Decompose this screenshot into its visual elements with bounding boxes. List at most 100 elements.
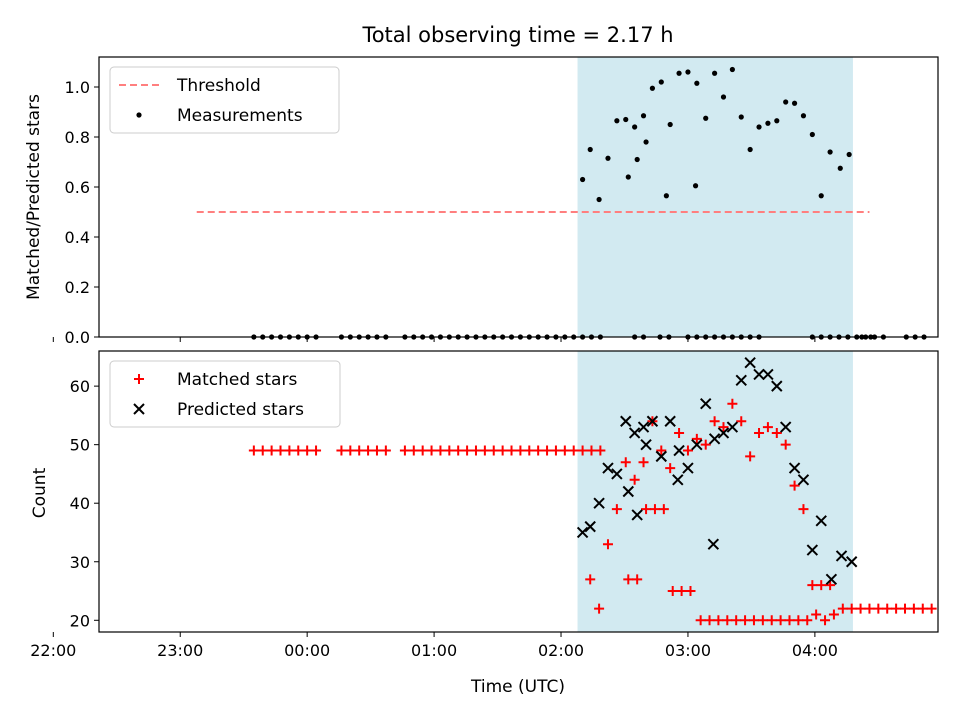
measurement-point — [846, 151, 852, 158]
matched-star-point — [700, 439, 711, 450]
measurement-point — [694, 80, 700, 86]
matched-star-point — [780, 439, 791, 450]
matched-star-point — [837, 603, 848, 614]
matched-star-point — [882, 603, 893, 614]
matched-star-point — [638, 457, 649, 468]
measurement-point — [703, 115, 709, 121]
matched-star-point — [533, 445, 544, 456]
matched-star-point — [408, 445, 419, 456]
matched-star-point — [345, 445, 356, 456]
predicted-star-point — [622, 485, 635, 498]
matched-star-point — [709, 416, 720, 427]
predicted-star-point — [707, 538, 720, 550]
top-y-axis-label: Matched/Predicted stars — [24, 94, 44, 300]
matched-star-point — [658, 504, 669, 515]
matched-star-point — [620, 457, 631, 468]
matched-star-point — [602, 539, 613, 550]
matched-star-point — [740, 615, 751, 626]
matched-star-point — [426, 445, 437, 456]
measurement-point — [676, 70, 682, 76]
top-panel: 0.0 0.2 0.4 0.6 0.8 1.0 Threshold Measurements — [52, 56, 939, 347]
x-tick-label: 00:00 — [284, 641, 330, 660]
predicted-star-point — [762, 368, 774, 381]
figure-title: Total observing time = 2.17 h — [361, 23, 673, 47]
predicted-star-point — [845, 556, 858, 568]
measurement-point — [605, 155, 611, 161]
matched-star-point — [248, 445, 259, 456]
matched-star-point — [713, 615, 724, 626]
measurement-point — [729, 66, 735, 73]
matched-star-point — [748, 615, 759, 626]
predicted-star-point — [664, 415, 676, 427]
legend-box — [109, 360, 341, 428]
legend-measurements-swatch — [136, 112, 142, 118]
y-tick-label: 0.4 — [65, 228, 90, 247]
matched-star-point — [632, 574, 643, 585]
matched-star-point — [542, 445, 553, 456]
matched-star-point — [479, 445, 490, 456]
matched-star-point — [363, 445, 374, 456]
matched-star-point — [674, 427, 685, 438]
matched-star-point — [311, 445, 322, 456]
y-tick-label: 0.8 — [65, 128, 90, 147]
y-tick-label: 0.6 — [65, 178, 90, 197]
x-tick-label: 22:00 — [30, 641, 76, 660]
matched-star-point — [798, 504, 809, 515]
matched-star-point — [807, 580, 818, 591]
matched-star-point — [736, 416, 747, 427]
predicted-star-point — [673, 444, 685, 457]
predicted-star-point — [631, 509, 643, 521]
matched-star-point — [816, 580, 827, 591]
matched-star-point — [667, 586, 678, 597]
measurement-point — [663, 193, 669, 199]
matched-star-point — [302, 445, 313, 456]
measurement-point — [685, 69, 691, 75]
measurement-point — [649, 85, 656, 91]
predicted-star-point — [726, 421, 739, 433]
measurement-point — [632, 124, 638, 130]
predicted-star-point — [708, 433, 721, 445]
matched-star-point — [771, 427, 782, 438]
predicted-star-point — [744, 357, 756, 369]
matched-star-point — [855, 603, 866, 614]
measurement-point — [837, 165, 843, 171]
matched-star-point — [611, 504, 622, 515]
matched-star-point — [762, 422, 773, 433]
axes-frame — [98, 56, 939, 338]
predicted-star-point — [825, 573, 838, 586]
predicted-star-point — [815, 515, 827, 527]
matched-star-point — [623, 574, 634, 585]
x-tick-label: 04:00 — [792, 641, 838, 660]
y-tick-label: 0.0 — [65, 328, 90, 347]
predicted-star-point — [771, 380, 783, 392]
matched-star-point — [802, 615, 813, 626]
measurement-point — [756, 124, 762, 130]
matched-star-point — [727, 398, 738, 409]
matched-star-point — [444, 445, 455, 456]
matched-star-point — [399, 445, 410, 456]
predicted-star-point — [835, 550, 848, 562]
matched-star-point — [649, 504, 660, 515]
y-tick-label: 30 — [70, 553, 90, 572]
matched-star-point — [293, 445, 304, 456]
legend-box — [109, 66, 340, 134]
matched-star-point — [354, 445, 365, 456]
matched-star-point — [908, 603, 919, 614]
matched-star-point — [691, 433, 702, 444]
matched-star-point — [577, 445, 588, 456]
legend-label: Matched stars — [177, 370, 297, 390]
x-tick-label: 23:00 — [157, 641, 203, 660]
matched-star-point — [676, 586, 687, 597]
x-axis-label: Time (UTC) — [470, 677, 565, 697]
matched-star-point — [524, 445, 535, 456]
measurement-point — [774, 118, 780, 124]
predicted-star-point — [593, 497, 605, 509]
predicted-star-point — [672, 474, 684, 486]
matched-star-point — [917, 603, 928, 614]
matched-star-point — [811, 609, 822, 620]
matched-star-point — [586, 445, 597, 456]
matched-star-point — [568, 445, 579, 456]
x-tick-label: 02:00 — [538, 641, 584, 660]
highlight-span — [577, 57, 853, 337]
